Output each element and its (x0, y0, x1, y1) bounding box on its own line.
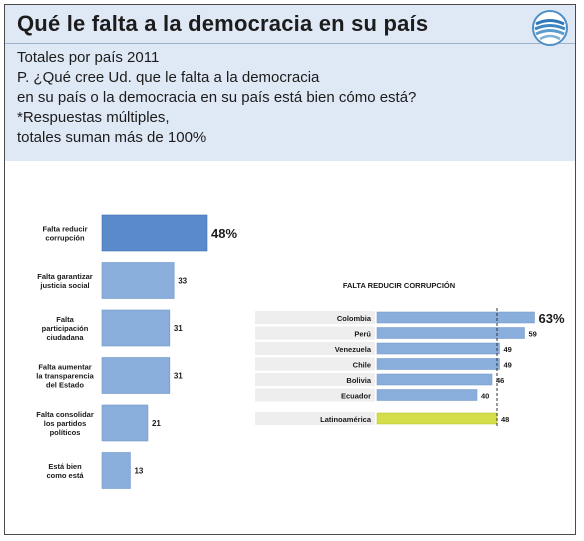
left-category-label-2-2: ciudadana (46, 333, 84, 342)
right-row-background-2 (255, 342, 375, 355)
question-line-2: en su país o la democracia en su país es… (17, 89, 417, 106)
right-bar-5 (376, 389, 478, 401)
left-bar-0 (101, 214, 208, 252)
right-value-label-5: 40 (481, 392, 489, 401)
left-value-label-1: 33 (178, 277, 187, 286)
left-category-label-2-1: participación (42, 324, 89, 333)
left-value-label-4: 21 (152, 419, 161, 428)
right-bar-3 (376, 358, 500, 370)
left-category-label-0-0: Falta reducir (42, 225, 87, 234)
right-row-background-3 (255, 357, 375, 371)
right-bar-0 (376, 311, 535, 324)
latinobarometro-logo-icon (532, 10, 568, 46)
left-category-label-5-0: Está bien (48, 462, 82, 471)
left-category-label-4-1: los partidos (44, 419, 87, 428)
left-category-label-1-0: Falta garantizar (37, 272, 93, 281)
right-bar-6 (376, 412, 498, 425)
right-category-label-6: Latinoamérica (320, 415, 372, 424)
left-category-label-4-2: políticos (50, 428, 81, 437)
left-category-label-5-1: como está (46, 471, 84, 480)
right-row-background-6 (255, 412, 375, 425)
right-value-label-6: 48 (501, 415, 509, 424)
right-value-label-3: 49 (504, 361, 512, 370)
chart-frame: Qué le falta a la democracia en su país … (4, 4, 576, 535)
left-bar-4 (101, 404, 149, 442)
left-bar-1 (101, 262, 175, 299)
right-row-background-0 (255, 311, 375, 324)
right-row-background-5 (255, 388, 375, 402)
left-category-label-2-0: Falta (56, 315, 74, 324)
left-bar-5 (101, 452, 131, 489)
right-bar-1 (376, 327, 525, 339)
right-value-label-2: 49 (504, 345, 512, 354)
left-category-label-0-1: corrupción (45, 234, 85, 243)
subtitle-year: Totales por país 2011 (17, 49, 160, 66)
right-value-label-4: 46 (496, 376, 504, 385)
right-category-label-3: Chile (353, 361, 371, 370)
right-row-background-1 (255, 326, 375, 340)
left-value-label-5: 13 (134, 467, 143, 476)
right-bar-2 (376, 342, 500, 355)
right-category-label-1: Perú (354, 330, 371, 339)
title-divider (5, 43, 575, 44)
left-bar-3 (101, 357, 171, 394)
right-row-background-4 (255, 373, 375, 386)
right-category-label-2: Venezuela (335, 345, 372, 354)
right-value-label-0: 63% (539, 311, 565, 326)
page-title: Qué le falta a la democracia en su país (17, 11, 429, 36)
right-category-label-0: Colombia (337, 314, 372, 323)
question-line-1: P. ¿Qué cree Ud. que le falta a la democ… (17, 69, 320, 86)
right-value-label-1: 59 (529, 330, 537, 339)
left-value-label-3: 31 (174, 372, 183, 381)
left-category-label-3-0: Falta aumentar (38, 363, 91, 372)
left-value-label-0: 48% (211, 226, 237, 241)
right-category-label-4: Bolivia (346, 376, 371, 385)
right-category-label-5: Ecuador (341, 392, 371, 401)
right-bar-4 (376, 373, 493, 386)
left-category-label-4-0: Falta consolidar (36, 410, 94, 419)
note-line-1: *Respuestas múltiples, (17, 109, 170, 126)
note-line-2: totales suman más de 100% (17, 129, 207, 146)
left-bar-2 (101, 309, 171, 347)
left-category-label-3-2: del Estado (46, 381, 84, 390)
left-value-label-2: 31 (174, 324, 183, 333)
left-category-label-3-1: la transparencia (36, 372, 94, 381)
header-panel: Qué le falta a la democracia en su país … (5, 5, 575, 161)
left-category-label-1-1: justicia social (39, 281, 89, 290)
right-chart-title: FALTA REDUCIR CORRUPCIÓN (343, 281, 455, 290)
